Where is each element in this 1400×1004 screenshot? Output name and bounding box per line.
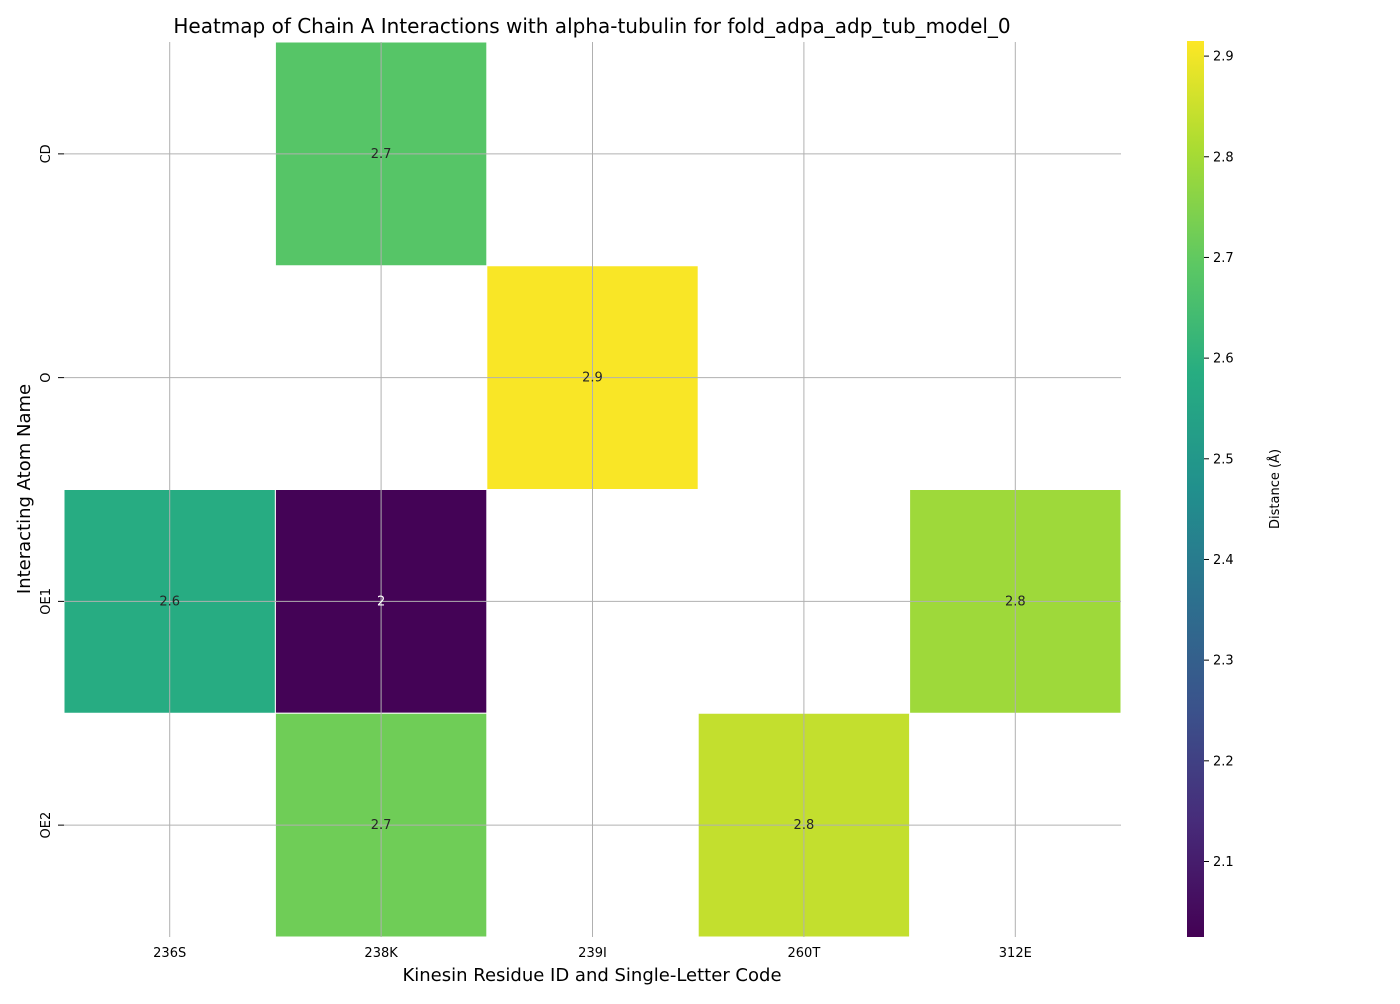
colorbar-label: Distance (Å) — [1267, 449, 1283, 529]
x-tick-labels: 236S 238K 239I 260T 312E — [153, 946, 1032, 961]
cell-value-label: 2.7 — [371, 818, 392, 833]
y-axis-label: Interacting Atom Name — [14, 384, 35, 594]
colorbar-tick-label: 2.1 — [1213, 855, 1234, 870]
cell-value-label: 2.9 — [582, 371, 603, 386]
y-tick-label: OE2 — [39, 812, 54, 839]
colorbar: 2.1 2.2 2.3 2.4 2.5 2.6 2.7 2.8 2.9 Distance (Å) — [1187, 41, 1283, 937]
colorbar-tick-label: 2.4 — [1213, 553, 1234, 568]
x-tick-label: 312E — [999, 946, 1032, 961]
chart-title: Heatmap of Chain A Interactions with alp… — [173, 14, 1010, 38]
x-axis-label: Kinesin Residue ID and Single-Letter Cod… — [402, 965, 781, 986]
colorbar-tick-label: 2.2 — [1213, 754, 1234, 769]
colorbar-tick-label: 2.7 — [1213, 251, 1234, 266]
y-tick-label: CD — [39, 144, 54, 163]
colorbar-tick-label: 2.5 — [1213, 452, 1234, 467]
cell-value-label: 2.8 — [794, 818, 815, 833]
colorbar-gradient — [1187, 41, 1204, 937]
colorbar-tick-label: 2.3 — [1213, 654, 1234, 669]
colorbar-tick-label: 2.8 — [1213, 150, 1234, 165]
cell-value-label: 2.7 — [371, 147, 392, 162]
cell-value-label: 2.6 — [159, 594, 180, 609]
x-tick-label: 236S — [153, 946, 186, 961]
y-tick-label: OE1 — [39, 588, 54, 615]
y-tick-labels: CD O OE1 OE2 — [39, 144, 64, 838]
x-tick-label: 260T — [788, 946, 821, 961]
cell-labels: 2.7 2.9 2.6 2 2.8 2.7 2.8 — [159, 147, 1025, 833]
plot-area: 2.7 2.9 2.6 2 2.8 2.7 2.8 236S 238K 239I 260T 312E C… — [39, 41, 1122, 961]
cell-value-label: 2 — [377, 594, 385, 609]
x-tick-label: 238K — [364, 946, 398, 961]
colorbar-tick-label: 2.9 — [1213, 50, 1234, 65]
cell-value-label: 2.8 — [1005, 594, 1026, 609]
grid-lines — [64, 42, 1121, 937]
colorbar-tick-label: 2.6 — [1213, 352, 1234, 367]
y-tick-label: O — [39, 373, 54, 383]
x-tick-label: 239I — [578, 946, 607, 961]
